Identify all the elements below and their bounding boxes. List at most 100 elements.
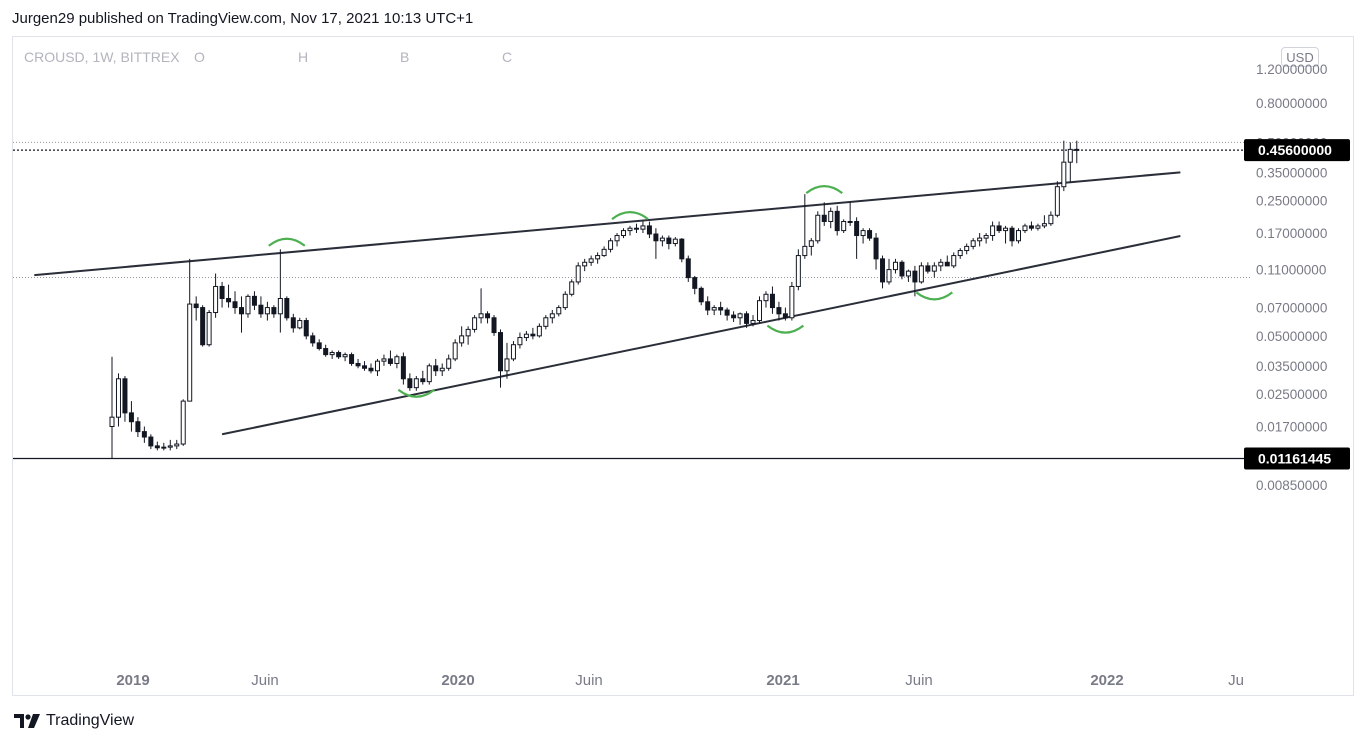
candle — [1041, 215, 1047, 229]
candle-body — [523, 333, 529, 339]
candle — [964, 243, 970, 255]
candle-body — [536, 325, 542, 337]
chart-frame — [12, 36, 1354, 696]
candle — [310, 332, 316, 347]
candle — [349, 352, 355, 366]
candle-body — [711, 307, 717, 311]
candle-body — [718, 307, 724, 311]
candle — [258, 296, 264, 318]
price-label-text: 0.45600000 — [1258, 142, 1332, 158]
candle — [834, 205, 840, 236]
candle — [614, 233, 620, 247]
legend-high: H — [298, 49, 309, 65]
y-tick-label: 0.07000000 — [1256, 301, 1327, 316]
candle-body — [148, 436, 154, 447]
candle-body — [420, 378, 426, 383]
candle — [815, 211, 821, 244]
y-tick-label: 0.05000000 — [1256, 329, 1327, 344]
candle — [206, 310, 212, 347]
currency-button[interactable]: USD — [1281, 47, 1319, 67]
y-tick-label: 0.17000000 — [1256, 226, 1327, 241]
candle-body — [452, 342, 458, 360]
candle — [219, 281, 225, 308]
candle-body — [439, 367, 445, 372]
candle — [187, 258, 193, 402]
candle-body — [355, 362, 361, 367]
candle-body — [776, 307, 782, 315]
tradingview-logo[interactable]: TradingView — [14, 712, 134, 730]
candle — [161, 442, 167, 451]
candle-body — [465, 328, 471, 337]
candle-body — [413, 378, 419, 389]
candle — [944, 255, 950, 267]
candle — [1016, 228, 1021, 244]
candle-body — [245, 295, 251, 315]
candle — [731, 311, 737, 322]
candle — [990, 221, 996, 241]
candle-body — [387, 358, 393, 364]
candle-body — [491, 317, 497, 334]
price-label: 0.01161445 — [1244, 447, 1350, 470]
candle — [510, 341, 516, 362]
candle — [446, 354, 452, 371]
candle-body — [705, 301, 711, 311]
candle-body — [867, 230, 873, 239]
candle — [569, 279, 575, 297]
candle — [653, 228, 659, 259]
candle-body — [122, 378, 128, 414]
candle-body — [912, 270, 918, 283]
candle — [821, 202, 827, 226]
candle-body — [504, 358, 510, 372]
candle — [245, 294, 251, 318]
candle-body — [608, 240, 614, 250]
highlight-arc — [397, 388, 435, 398]
candle-body — [918, 265, 924, 283]
candle-body — [692, 277, 698, 289]
candle — [951, 252, 957, 269]
candle — [232, 291, 238, 314]
candle-body — [232, 301, 238, 309]
candle — [718, 301, 724, 316]
candle-body — [769, 293, 775, 309]
candle — [633, 223, 639, 234]
candle-body — [757, 300, 762, 322]
candle-body — [349, 354, 355, 364]
candle — [556, 305, 562, 317]
candle-body — [873, 237, 879, 260]
candle — [290, 313, 296, 333]
y-tick-label: 0.00850000 — [1256, 478, 1327, 493]
candle — [498, 329, 503, 388]
legend-symbol: CROUSD, 1W, BITTREX — [24, 49, 180, 65]
candle — [452, 339, 458, 362]
y-tick-label: 0.03500000 — [1256, 359, 1327, 374]
candle — [517, 332, 523, 349]
candle — [362, 361, 368, 371]
candle-body — [621, 230, 627, 237]
candle-body — [316, 342, 322, 350]
candle-body — [892, 261, 898, 271]
candle-body — [362, 365, 368, 369]
candle-body — [472, 317, 478, 330]
y-tick-label: 1.20000000 — [1256, 62, 1327, 77]
candle — [536, 323, 542, 338]
candle — [271, 305, 277, 318]
candle — [873, 233, 879, 270]
highlight-arc — [766, 324, 805, 334]
candle — [355, 358, 361, 369]
candle — [543, 315, 549, 330]
tradingview-logo-icon — [14, 714, 40, 728]
candle-body — [763, 293, 769, 302]
candle — [782, 307, 788, 321]
candle — [983, 233, 989, 244]
candle — [478, 288, 484, 324]
candle — [180, 399, 186, 446]
price-label: 0.45600000 — [1244, 139, 1350, 162]
candle-body — [323, 348, 329, 356]
candle-body — [1009, 227, 1015, 242]
x-tick-label: Ju — [1228, 672, 1244, 689]
candle — [892, 258, 898, 274]
candle — [899, 260, 905, 280]
candle — [193, 296, 199, 321]
candle — [931, 262, 937, 278]
